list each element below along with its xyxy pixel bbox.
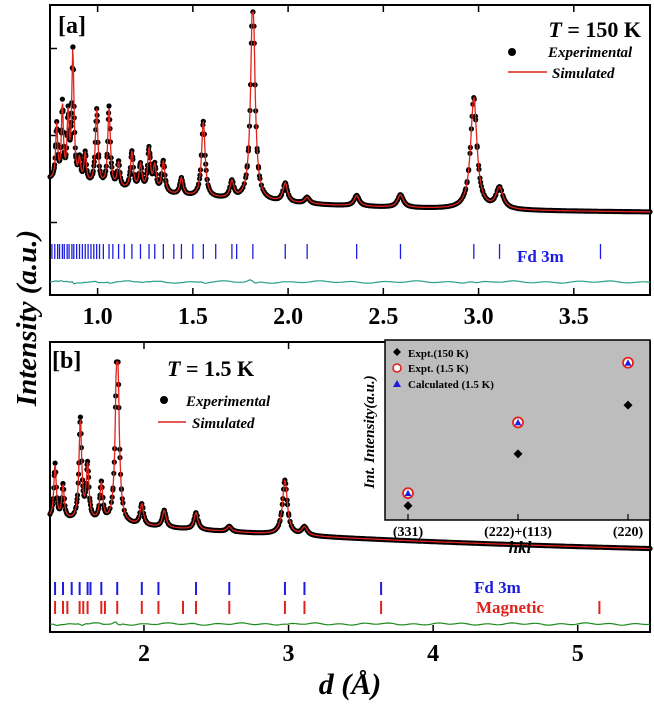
- inset-plot: (331) (222)+(113) (220) Expt.(150 K) Expt.…: [362, 339, 651, 557]
- experimental-point: [70, 44, 76, 50]
- x-tick-label: 3.5: [559, 304, 589, 330]
- inset-x-tick-label: (331): [393, 525, 424, 540]
- panel-b-bragg-ticks: [54, 582, 601, 614]
- bragg-label-a: Fd 3m: [517, 247, 564, 266]
- legend-b-experimental: Experimental: [185, 394, 271, 410]
- experimental-point: [76, 152, 83, 158]
- inset-point-expt-150k: [623, 400, 633, 410]
- panel-a-difference-curve: [49, 279, 651, 285]
- panel-b-difference-curve: [49, 621, 651, 627]
- inset-background: [384, 339, 651, 521]
- panel-b-x-ticks: 2 3 4 5: [138, 342, 584, 667]
- inset-y-label: Int. Intensity(a.u.): [362, 375, 378, 489]
- panel-a-x-ticks: 1.0 1.5 2.0 2.5 3.0 3.5: [83, 5, 589, 330]
- panel-a: 1.0 1.5 2.0 2.5 3.0 3.5 [a] T = 150 K Experim…: [47, 4, 653, 330]
- inset-point-expt-150k: [403, 501, 413, 511]
- x-tick-label: 1.5: [178, 304, 208, 330]
- inset-legend-diamond: [393, 348, 401, 356]
- legend-b-dot: [160, 396, 168, 404]
- y-axis-label: Intensity (a.u.): [11, 230, 43, 407]
- inset-x-ticks: (331) (222)+(113) (220): [393, 514, 644, 540]
- x-tick-label: 2.0: [273, 304, 303, 330]
- inset-point-calculated: [404, 489, 412, 497]
- inset-legend-triangle: [393, 380, 401, 387]
- inset-point-expt-150k: [513, 449, 523, 459]
- legend-a-simulated: Simulated: [552, 66, 615, 82]
- panel-b-temperature: T = 1.5 K: [167, 356, 254, 381]
- inset-legend-expt150: Expt.(150 K): [408, 348, 469, 360]
- panel-a-label: [a]: [58, 13, 86, 39]
- inset-point-calculated: [624, 359, 632, 366]
- experimental-point: [146, 143, 152, 150]
- panel-b-label: [b]: [52, 348, 81, 374]
- panel-b: 2 3 4 5 [b] T = 1.5 K Experimental Simulate…: [47, 339, 653, 667]
- experimental-point: [77, 414, 83, 420]
- x-tick-label: 3: [283, 641, 295, 667]
- inset-x-tick-label: (222)+(113): [484, 525, 552, 540]
- inset-x-tick-label: (220): [613, 525, 644, 540]
- experimental-point: [65, 103, 71, 109]
- inset-legend-circle: [392, 363, 402, 373]
- legend-a-experimental: Experimental: [547, 45, 633, 61]
- experimental-point: [60, 480, 66, 487]
- experimental-point: [59, 96, 65, 102]
- panel-a-bragg-ticks: [51, 244, 602, 259]
- panel-a-simulated-curve: [49, 11, 650, 213]
- experimental-point: [85, 458, 91, 464]
- inset-legend-expt15: Expt. (1.5 K): [408, 363, 469, 375]
- panel-a-frame: [49, 4, 651, 296]
- x-tick-label: 2.5: [368, 304, 398, 330]
- x-axis-label: d (Å): [319, 668, 382, 701]
- bragg-label-b-nuclear: Fd 3m: [474, 578, 521, 597]
- inset-legend-calc: Calculated (1.5 K): [408, 379, 494, 391]
- experimental-point: [82, 148, 88, 154]
- legend-a-dot: [508, 48, 516, 56]
- experimental-point: [52, 460, 58, 466]
- bragg-label-b-magnetic: Magnetic: [476, 598, 544, 617]
- panel-b-simulated-curve: [49, 361, 650, 550]
- inset-x-label: hkl: [509, 538, 532, 557]
- x-tick-label: 3.0: [464, 304, 494, 330]
- x-tick-label: 5: [572, 641, 584, 667]
- x-tick-label: 1.0: [83, 304, 113, 330]
- experimental-point: [106, 103, 112, 109]
- inset-point-calculated: [514, 418, 522, 426]
- legend-b-simulated: Simulated: [192, 416, 255, 432]
- inset-points: [402, 356, 634, 511]
- x-tick-label: 2: [138, 641, 150, 667]
- panel-a-temperature: T = 150 K: [548, 17, 641, 42]
- x-tick-label: 4: [427, 641, 439, 667]
